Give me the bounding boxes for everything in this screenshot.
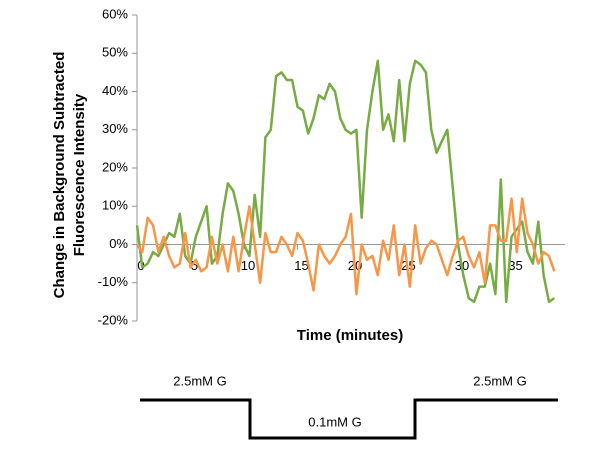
y-tick-label: -10%	[98, 274, 129, 289]
y-tick-label: 10%	[102, 198, 128, 213]
series-line	[135, 59, 556, 304]
y-axis-label: Change in Background Subtracted	[51, 52, 68, 299]
x-tick-label: 10	[241, 258, 255, 273]
stimulus-label: 2.5mM G	[173, 373, 226, 388]
stimulus-label: 0.1mM G	[308, 414, 361, 429]
y-axis-label: Fluorescence Intensity	[71, 93, 88, 256]
y-tick-label: 30%	[102, 121, 128, 136]
y-tick-label: 60%	[102, 6, 128, 21]
y-tick-label: 40%	[102, 83, 128, 98]
y-tick-label: 0%	[109, 236, 128, 251]
x-axis-label: Time (minutes)	[297, 327, 403, 344]
stimulus-trace	[140, 398, 558, 440]
y-tick-label: 20%	[102, 159, 128, 174]
series-line	[135, 197, 556, 296]
x-tick-label: 5	[191, 258, 198, 273]
x-tick-label: 15	[294, 258, 308, 273]
y-tick-label: 50%	[102, 45, 128, 60]
stimulus-label: 2.5mM G	[473, 373, 526, 388]
x-tick-label: 35	[508, 258, 522, 273]
y-tick-label: -20%	[98, 312, 129, 327]
